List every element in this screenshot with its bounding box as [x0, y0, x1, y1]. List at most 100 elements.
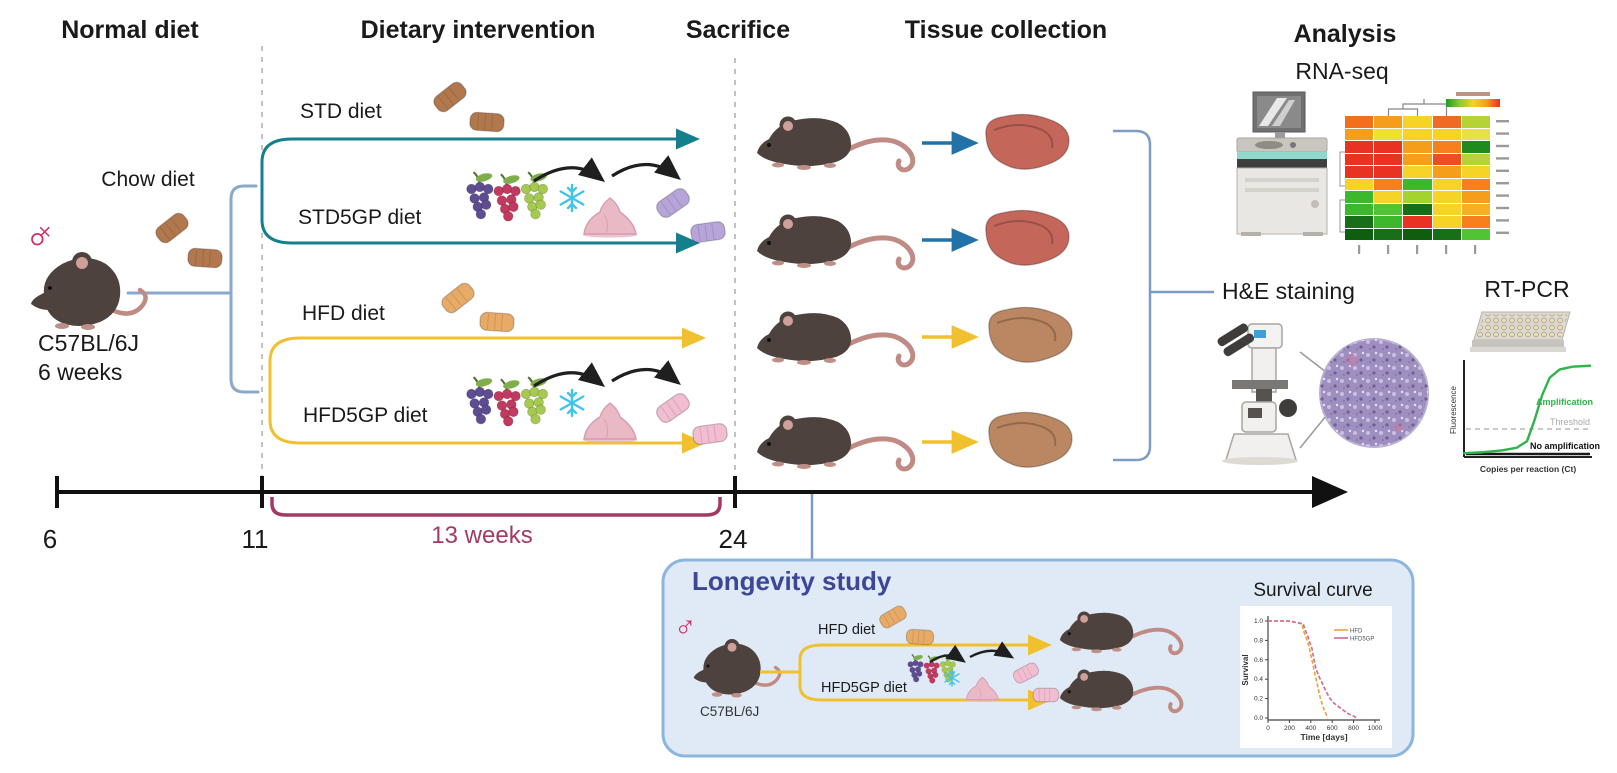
timeline [55, 476, 1348, 517]
heatmap-row-labels [1496, 120, 1509, 234]
zoom-callout-line [1299, 351, 1327, 373]
svg-text:800: 800 [1348, 725, 1359, 732]
zoom-callout-line [1299, 415, 1327, 449]
heatmap-dendrogram [1387, 99, 1448, 116]
timeline-tick-24: 24 [718, 524, 748, 554]
timeline-tick-11: 11 [241, 524, 269, 554]
heatmap-cell [1403, 116, 1432, 128]
heatmap-cell [1374, 141, 1403, 153]
longevity-strain-label: C57BL/6J [700, 704, 760, 719]
amplification-label: Amplification [1536, 397, 1593, 407]
svg-text:0.8: 0.8 [1254, 637, 1263, 644]
grapes-icon [908, 654, 956, 683]
pcr-plot: Amplification Threshold No amplification… [1449, 360, 1600, 474]
heatmap-cell [1345, 153, 1374, 165]
heatmap-cell [1403, 216, 1432, 228]
heatmap-cell [1461, 216, 1490, 228]
heatmap-cell [1345, 128, 1374, 140]
longevity-box [661, 558, 1415, 758]
std-group-arrows [260, 128, 700, 254]
heatmap-cell [1403, 178, 1432, 190]
heatmap-cell [1461, 228, 1490, 240]
mouse-icon [757, 416, 913, 470]
hfd5gp-diet-label: HFD5GP diet [303, 404, 428, 427]
std-diet-label: STD diet [300, 100, 382, 123]
histology-image [1319, 338, 1429, 448]
std-pellet-icon [468, 111, 506, 133]
analysis-bracket [1113, 129, 1214, 462]
heatmap-cell [1374, 116, 1403, 128]
timeline-tick-6: 6 [42, 524, 58, 554]
heatmap-cell [1432, 228, 1461, 240]
header-tissue-collection: Tissue collection [904, 16, 1108, 44]
heatmap-cell [1432, 203, 1461, 215]
svg-text:600: 600 [1327, 725, 1338, 732]
svg-text:1.0: 1.0 [1254, 618, 1263, 625]
pcr-ylabel: Fluorescence [1449, 385, 1458, 434]
heatmap-cell [1374, 228, 1403, 240]
heatmap-cell [1432, 141, 1461, 153]
std-pellet-icon [430, 78, 470, 116]
heatmap-cell [1432, 178, 1461, 190]
male-symbol-icon: ♂ [674, 610, 697, 643]
pcr-xlabel: Copies per reaction (Ct) [1480, 464, 1577, 474]
svg-text:1000: 1000 [1368, 725, 1383, 732]
heatmap-cell [1432, 166, 1461, 178]
heatmap-cell [1345, 178, 1374, 190]
heatmap-cell [1403, 203, 1432, 215]
heatmap-cell [1374, 191, 1403, 203]
no-amplification-label: No amplification [1530, 441, 1600, 451]
longevity-hfd-label: HFD diet [818, 622, 876, 638]
sequencer-icon [1236, 91, 1328, 236]
chow-diet-label: Chow diet [101, 168, 195, 191]
mouse-icon [757, 117, 913, 171]
heatmap-cell [1461, 178, 1490, 190]
chow-pellet-icon [186, 247, 224, 269]
std5gp-pellet-icon [689, 220, 727, 244]
survival-plot: Survival Time [days] HFD HFD5GP 1.0 0.8 0.… [1241, 616, 1383, 742]
hfd-pellet-icon [438, 279, 478, 317]
heatmap-cell [1374, 178, 1403, 190]
liver-icon [987, 411, 1074, 469]
svg-text:0.2: 0.2 [1254, 696, 1263, 703]
snowflake-icon [559, 183, 585, 213]
header-normal-diet: Normal diet [61, 16, 199, 44]
svg-text:400: 400 [1305, 725, 1316, 732]
liver-icon [984, 113, 1071, 171]
heatmap-cell [1345, 203, 1374, 215]
grape-powder-icon [582, 402, 638, 444]
heatmap-cell [1461, 128, 1490, 140]
heatmap-cell [1461, 166, 1490, 178]
heatmap-cell [1403, 141, 1432, 153]
microscope-icon [1217, 323, 1298, 465]
legend-hfd: HFD [1350, 629, 1363, 635]
heatmap-cell [1403, 166, 1432, 178]
group-split-connector [126, 184, 260, 394]
header-analysis: Analysis [1293, 20, 1397, 48]
heatmap-cell [1403, 228, 1432, 240]
heatmap-cell [1345, 228, 1374, 240]
survival-curve-title: Survival curve [1253, 580, 1373, 601]
duration-bracket [270, 497, 722, 517]
chow-pellet-icon [152, 209, 192, 247]
mouse-icon [757, 312, 913, 366]
process-arrow [611, 155, 681, 181]
heatmap-cell [1403, 191, 1432, 203]
header-dietary-intervention: Dietary intervention [360, 16, 596, 44]
process-arrow [969, 641, 1015, 659]
rnaseq-heatmap [1345, 116, 1490, 240]
rtpcr-label: RT-PCR [1484, 276, 1570, 302]
heatmap-cell [1345, 141, 1374, 153]
hfd5gp-pellet-icon [653, 390, 693, 426]
process-arrow [533, 157, 606, 183]
heatmap-cell [1461, 153, 1490, 165]
heatmap-cell [1432, 216, 1461, 228]
heatmap-row-dendrogram [1339, 151, 1345, 233]
start-mouse-icon [31, 252, 146, 330]
age-label: 6 weeks [38, 359, 123, 385]
std5gp-pellet-icon [653, 185, 693, 221]
threshold-label: Threshold [1550, 417, 1590, 427]
heatmap-cell [1461, 141, 1490, 153]
